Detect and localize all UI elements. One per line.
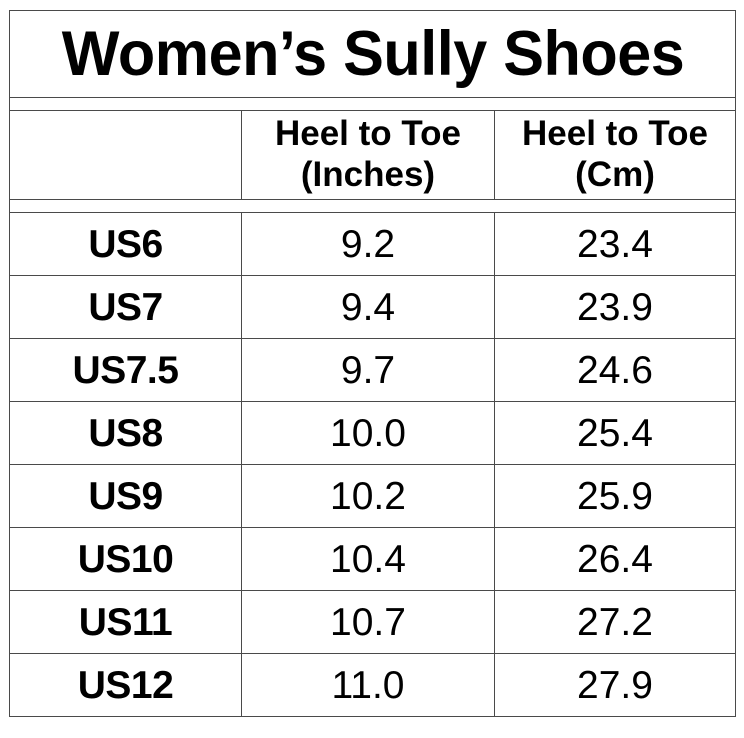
cell-inches: 9.2 bbox=[241, 212, 495, 276]
column-header-cm-line2: (Cm) bbox=[575, 155, 655, 194]
cell-cm: 25.4 bbox=[493, 401, 737, 465]
cell-inches: 11.0 bbox=[241, 653, 495, 717]
cell-inches: 9.4 bbox=[241, 275, 495, 339]
header-row: Heel to Toe (Inches) Heel to Toe (Cm) bbox=[9, 110, 737, 200]
table-row: US10 10.4 26.4 bbox=[9, 527, 737, 591]
table-row: US7.5 9.7 24.6 bbox=[9, 338, 737, 402]
column-header-inches-line1: Heel to Toe bbox=[274, 114, 462, 154]
cell-cm: 27.9 bbox=[493, 653, 737, 717]
table-row: US11 10.7 27.2 bbox=[9, 590, 737, 654]
cell-size: US9 bbox=[9, 464, 242, 528]
cell-size: US6 bbox=[9, 212, 242, 276]
cell-size: US10 bbox=[9, 527, 242, 591]
cell-cm: 25.9 bbox=[493, 464, 737, 528]
cell-cm: 26.4 bbox=[493, 527, 737, 591]
cell-cm: 23.9 bbox=[493, 275, 737, 339]
column-header-cm-line1: Heel to Toe bbox=[521, 114, 709, 154]
cell-size: US8 bbox=[9, 401, 242, 465]
page-title: Women’s Sully Shoes bbox=[19, 10, 726, 98]
table-row: US8 10.0 25.4 bbox=[9, 401, 737, 465]
cell-cm: 27.2 bbox=[493, 590, 737, 654]
table-row: US7 9.4 23.9 bbox=[9, 275, 737, 339]
column-header-size bbox=[9, 110, 242, 200]
column-header-inches: Heel to Toe (Inches) bbox=[241, 110, 495, 200]
spacer-cell-mid bbox=[8, 199, 737, 213]
column-header-cm: Heel to Toe (Cm) bbox=[493, 110, 737, 200]
table-row: US12 11.0 27.9 bbox=[9, 653, 737, 717]
column-header-inches-line2: (Inches) bbox=[300, 155, 436, 194]
size-chart-table: Women’s Sully Shoes Heel to Toe (Inches)… bbox=[8, 10, 737, 717]
cell-cm: 23.4 bbox=[493, 212, 737, 276]
spacer-row-mid bbox=[8, 199, 737, 213]
cell-size: US11 bbox=[9, 590, 242, 654]
table-row: US6 9.2 23.4 bbox=[9, 212, 737, 276]
table-row: US9 10.2 25.9 bbox=[9, 464, 737, 528]
cell-inches: 9.7 bbox=[241, 338, 495, 402]
cell-inches: 10.0 bbox=[241, 401, 495, 465]
spacer-cell-top bbox=[8, 97, 737, 111]
cell-size: US12 bbox=[9, 653, 242, 717]
cell-size: US7 bbox=[9, 275, 242, 339]
cell-inches: 10.2 bbox=[241, 464, 495, 528]
spacer-row-top bbox=[8, 97, 737, 111]
cell-cm: 24.6 bbox=[493, 338, 737, 402]
cell-inches: 10.4 bbox=[241, 527, 495, 591]
title-row: Women’s Sully Shoes bbox=[10, 10, 736, 98]
cell-size: US7.5 bbox=[9, 338, 242, 402]
cell-inches: 10.7 bbox=[241, 590, 495, 654]
